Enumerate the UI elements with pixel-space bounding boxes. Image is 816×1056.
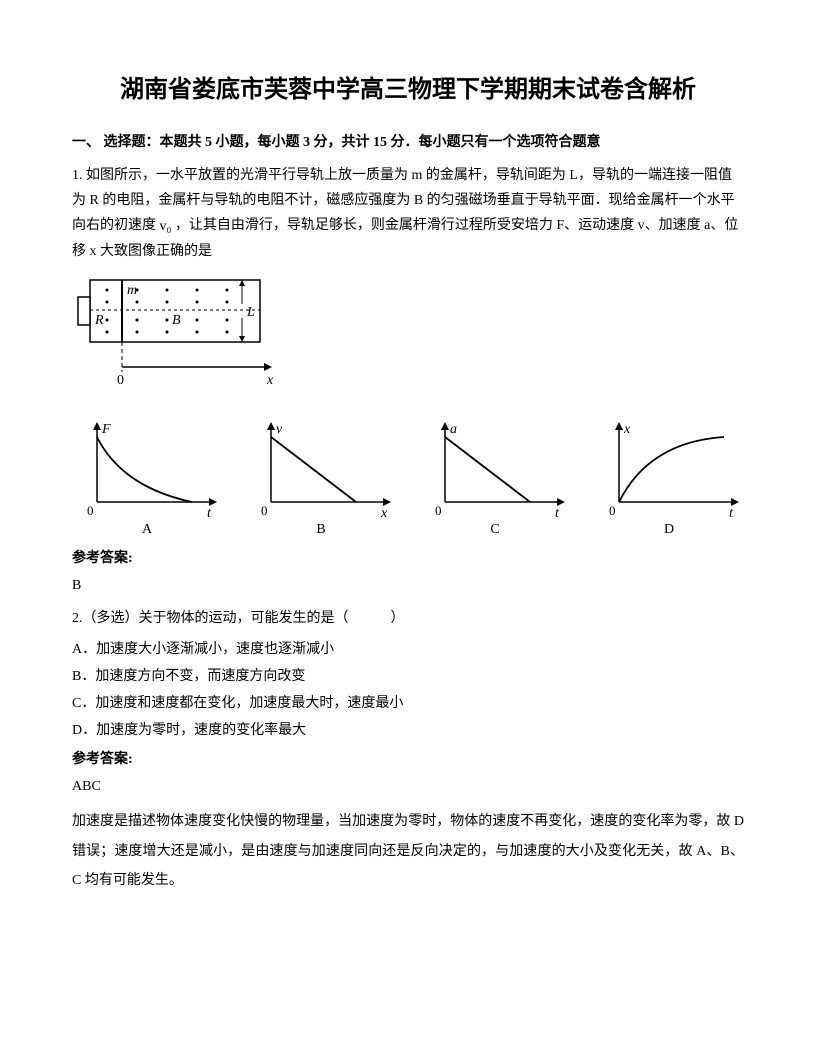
option-B-label: B — [316, 519, 325, 540]
question-2: 2.（多选）关于物体的运动，可能发生的是（ ） — [72, 606, 744, 631]
chart-A-ylabel: F — [101, 422, 111, 437]
option-A: F t 0 A — [72, 417, 222, 540]
label-L: L — [246, 305, 255, 320]
page-title: 湖南省娄底市芙蓉中学高三物理下学期期末试卷含解析 — [72, 72, 744, 108]
v0-symbol: v₀ — [160, 214, 172, 239]
chart-A: F t 0 — [72, 417, 222, 517]
chart-D-origin: 0 — [609, 503, 616, 517]
chart-D: x t 0 — [594, 417, 744, 517]
q2-choice-C: C．加速度和速度都在变化，加速度最大时，速度最小 — [72, 693, 744, 714]
section-header: 一、 选择题：本题共 5 小题，每小题 3 分，共计 15 分．每小题只有一个选… — [72, 132, 744, 153]
chart-B: v x 0 — [246, 417, 396, 517]
q1-setup-diagram: m R B L 0 x — [72, 272, 744, 409]
question-1: 1. 如图所示，一水平放置的光滑平行导轨上放一质量为 m 的金属杆，导轨间距为 … — [72, 163, 744, 264]
option-C-label: C — [490, 519, 499, 540]
chart-A-xlabel: t — [207, 506, 212, 517]
q1-answer: B — [72, 575, 744, 596]
chart-C-ylabel: a — [450, 422, 457, 437]
q2-choice-D: D．加速度为零时，速度的变化率最大 — [72, 720, 744, 741]
option-C: a t 0 C — [420, 417, 570, 540]
chart-B-xlabel: x — [380, 506, 388, 517]
option-D: x t 0 D — [594, 417, 744, 540]
q1-text-suffix: ，让其自由滑行，导轨足够长，则金属杆滑行过程所受安培力 F、运动速度 v、加速度… — [72, 218, 738, 258]
chart-B-ylabel: v — [276, 422, 283, 437]
chart-C-xlabel: t — [555, 506, 560, 517]
q1-answer-header: 参考答案: — [72, 548, 744, 569]
option-D-label: D — [664, 519, 674, 540]
chart-C: a t 0 — [420, 417, 570, 517]
label-B: B — [172, 313, 181, 328]
option-B: v x 0 B — [246, 417, 396, 540]
q2-choice-A: A．加速度大小逐渐减小，速度也逐渐减小 — [72, 639, 744, 660]
q1-options: F t 0 A v x 0 B a t 0 C — [72, 417, 744, 540]
q2-answer-header: 参考答案: — [72, 749, 744, 770]
label-R: R — [94, 313, 104, 328]
chart-D-ylabel: x — [623, 422, 631, 437]
label-m: m — [127, 283, 137, 298]
q2-explanation: 加速度是描述物体速度变化快慢的物理量，当加速度为零时，物体的速度不再变化，速度的… — [72, 807, 744, 895]
option-A-label: A — [142, 519, 152, 540]
chart-B-origin: 0 — [261, 503, 268, 517]
rail-diagram-svg: m R B L 0 x — [72, 272, 282, 402]
q2-choice-B: B．加速度方向不变，而速度方向改变 — [72, 666, 744, 687]
q2-answer: ABC — [72, 776, 744, 797]
chart-A-origin: 0 — [87, 503, 94, 517]
chart-D-xlabel: t — [729, 506, 734, 517]
label-zero: 0 — [117, 373, 124, 388]
chart-C-origin: 0 — [435, 503, 442, 517]
label-x: x — [266, 373, 274, 388]
